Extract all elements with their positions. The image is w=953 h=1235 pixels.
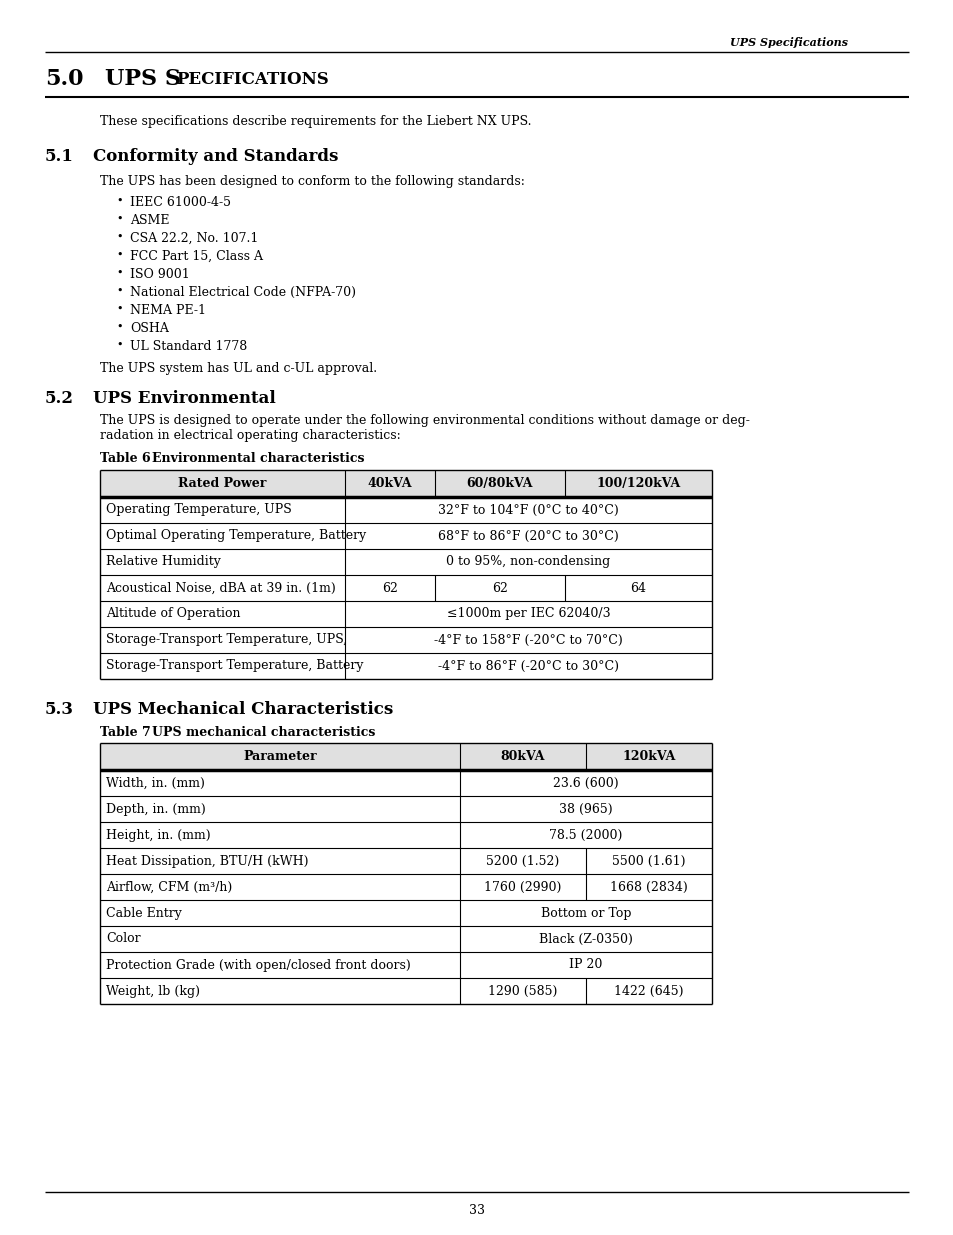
Text: UL Standard 1778: UL Standard 1778: [130, 340, 247, 353]
Text: IEEC 61000-4-5: IEEC 61000-4-5: [130, 196, 231, 209]
Text: 0 to 95%, non-condensing: 0 to 95%, non-condensing: [446, 556, 610, 568]
Text: radation in electrical operating characteristics:: radation in electrical operating charact…: [100, 429, 400, 442]
Text: ≤1000m per IEC 62040/3: ≤1000m per IEC 62040/3: [446, 608, 610, 620]
Text: 5200 (1.52): 5200 (1.52): [486, 855, 559, 867]
Text: Airflow, CFM (m³/h): Airflow, CFM (m³/h): [106, 881, 232, 893]
Text: 62: 62: [492, 582, 507, 594]
Text: 64: 64: [630, 582, 646, 594]
Text: These specifications describe requirements for the Liebert NX UPS.: These specifications describe requiremen…: [100, 115, 531, 128]
Text: 78.5 (2000): 78.5 (2000): [549, 829, 622, 841]
Text: •: •: [116, 232, 122, 242]
Text: 60/80kVA: 60/80kVA: [466, 477, 533, 490]
Text: Black (Z-0350): Black (Z-0350): [538, 932, 632, 946]
Text: Bottom or Top: Bottom or Top: [540, 906, 631, 920]
Text: 68°F to 86°F (20°C to 30°C): 68°F to 86°F (20°C to 30°C): [437, 530, 618, 542]
Text: Acoustical Noise, dBA at 39 in. (1m): Acoustical Noise, dBA at 39 in. (1m): [106, 582, 335, 594]
Text: Cable Entry: Cable Entry: [106, 906, 182, 920]
Text: OSHA: OSHA: [130, 322, 169, 335]
Text: 40kVA: 40kVA: [367, 477, 412, 490]
Text: Depth, in. (mm): Depth, in. (mm): [106, 803, 206, 815]
Text: PECIFICATIONS: PECIFICATIONS: [175, 70, 329, 88]
Text: Altitude of Operation: Altitude of Operation: [106, 608, 240, 620]
Text: 5.1: 5.1: [45, 148, 73, 165]
Text: 62: 62: [381, 582, 397, 594]
Text: •: •: [116, 249, 122, 261]
Text: •: •: [116, 322, 122, 332]
Text: Environmental characteristics: Environmental characteristics: [152, 452, 364, 466]
Bar: [100, 743, 711, 769]
Bar: [100, 471, 711, 496]
Text: Operating Temperature, UPS: Operating Temperature, UPS: [106, 504, 292, 516]
Text: 5.0: 5.0: [45, 68, 84, 90]
Text: 32°F to 104°F (0°C to 40°C): 32°F to 104°F (0°C to 40°C): [437, 504, 618, 516]
Text: The UPS system has UL and c-UL approval.: The UPS system has UL and c-UL approval.: [100, 362, 376, 375]
Text: UPS Mechanical Characteristics: UPS Mechanical Characteristics: [92, 701, 393, 718]
Text: Rated Power: Rated Power: [178, 477, 267, 490]
Text: •: •: [116, 196, 122, 206]
Text: CSA 22.2, No. 107.1: CSA 22.2, No. 107.1: [130, 232, 258, 245]
Text: National Electrical Code (NFPA-70): National Electrical Code (NFPA-70): [130, 287, 355, 299]
Text: NEMA PE-1: NEMA PE-1: [130, 304, 206, 317]
Text: -4°F to 86°F (-20°C to 30°C): -4°F to 86°F (-20°C to 30°C): [437, 659, 618, 673]
Text: Weight, lb (kg): Weight, lb (kg): [106, 984, 200, 998]
Text: UPS Specifications: UPS Specifications: [729, 37, 847, 48]
Text: UPS Environmental: UPS Environmental: [92, 390, 275, 408]
Text: 1760 (2990): 1760 (2990): [484, 881, 561, 893]
Text: Height, in. (mm): Height, in. (mm): [106, 829, 211, 841]
Text: 5.3: 5.3: [45, 701, 74, 718]
Text: •: •: [116, 268, 122, 278]
Text: Table 6: Table 6: [100, 452, 151, 466]
Text: UPS mechanical characteristics: UPS mechanical characteristics: [152, 726, 375, 739]
Text: Parameter: Parameter: [243, 750, 316, 763]
Text: -4°F to 158°F (-20°C to 70°C): -4°F to 158°F (-20°C to 70°C): [434, 634, 622, 646]
Text: Relative Humidity: Relative Humidity: [106, 556, 221, 568]
Text: 80kVA: 80kVA: [500, 750, 545, 763]
Text: FCC Part 15, Class A: FCC Part 15, Class A: [130, 249, 263, 263]
Text: 1290 (585): 1290 (585): [488, 984, 558, 998]
Text: Storage-Transport Temperature, UPS,: Storage-Transport Temperature, UPS,: [106, 634, 347, 646]
Text: 23.6 (600): 23.6 (600): [553, 777, 618, 789]
Text: ASME: ASME: [130, 214, 170, 227]
Text: The UPS is designed to operate under the following environmental conditions with: The UPS is designed to operate under the…: [100, 414, 749, 427]
Text: Conformity and Standards: Conformity and Standards: [92, 148, 338, 165]
Text: 120kVA: 120kVA: [621, 750, 675, 763]
Text: 5500 (1.61): 5500 (1.61): [612, 855, 685, 867]
Text: 38 (965): 38 (965): [558, 803, 612, 815]
Text: Color: Color: [106, 932, 140, 946]
Text: IP 20: IP 20: [569, 958, 602, 972]
Text: Protection Grade (with open/closed front doors): Protection Grade (with open/closed front…: [106, 958, 411, 972]
Text: Table 7: Table 7: [100, 726, 151, 739]
Text: •: •: [116, 340, 122, 350]
Text: •: •: [116, 304, 122, 314]
Text: 1422 (645): 1422 (645): [614, 984, 683, 998]
Text: 100/120kVA: 100/120kVA: [596, 477, 679, 490]
Text: 33: 33: [469, 1204, 484, 1216]
Text: 5.2: 5.2: [45, 390, 74, 408]
Text: ISO 9001: ISO 9001: [130, 268, 190, 282]
Text: Width, in. (mm): Width, in. (mm): [106, 777, 205, 789]
Text: •: •: [116, 287, 122, 296]
Text: •: •: [116, 214, 122, 224]
Text: Optimal Operating Temperature, Battery: Optimal Operating Temperature, Battery: [106, 530, 366, 542]
Text: 1668 (2834): 1668 (2834): [610, 881, 687, 893]
Text: UPS S: UPS S: [105, 68, 181, 90]
Text: Heat Dissipation, BTU/H (kWH): Heat Dissipation, BTU/H (kWH): [106, 855, 308, 867]
Text: Storage-Transport Temperature, Battery: Storage-Transport Temperature, Battery: [106, 659, 363, 673]
Text: The UPS has been designed to conform to the following standards:: The UPS has been designed to conform to …: [100, 175, 524, 188]
